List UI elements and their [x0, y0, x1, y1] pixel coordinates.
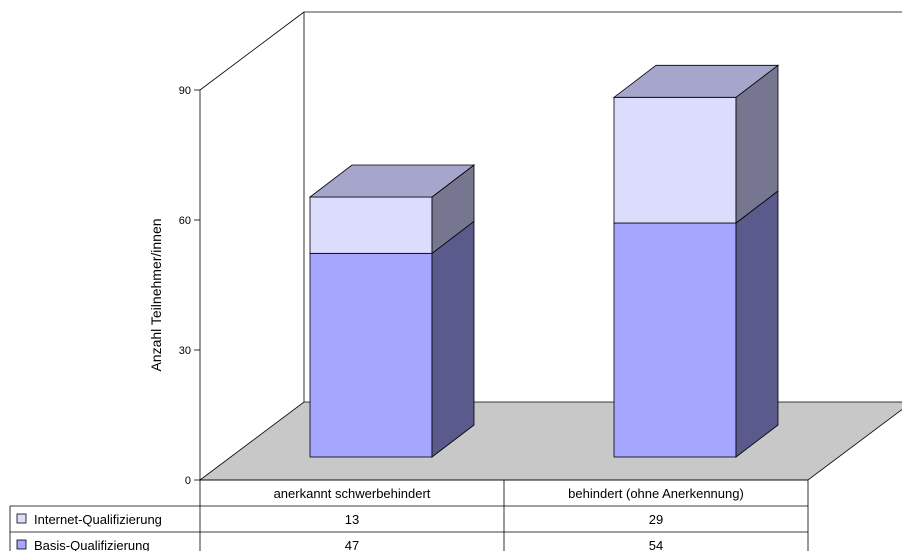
floor: [198, 401, 902, 481]
bar-front: [613, 222, 737, 458]
legend-key: [16, 513, 27, 524]
bar-side: [735, 190, 779, 458]
data-label: 47: [345, 538, 359, 551]
data-label: 29: [649, 512, 663, 527]
bar-front: [613, 96, 737, 224]
bar-front: [309, 252, 433, 458]
legend-key: [16, 539, 27, 550]
bar-front: [309, 196, 433, 254]
bar-segment: [308, 164, 476, 255]
bar-segment: [613, 190, 779, 458]
category-label: behindert (ohne Anerkennung): [568, 486, 744, 501]
bar-segment: [309, 220, 475, 458]
series-label: Internet-Qualifizierung: [34, 512, 162, 527]
y-axis: 0 30 60 90: [179, 85, 200, 487]
bar-side: [431, 220, 475, 458]
data-table: anerkannt schwerbehindert behindert (ohne…: [9, 479, 809, 551]
y-axis-title: Anzahl Teilnehmer/innen: [148, 218, 164, 371]
category-label: anerkannt schwerbehindert: [274, 486, 431, 501]
y-tick-label: 90: [179, 85, 191, 97]
chart-walls: [198, 11, 902, 481]
bar-segment: [612, 64, 780, 224]
data-label: 13: [345, 512, 359, 527]
bar-top: [612, 64, 780, 98]
y-tick-label: 60: [179, 215, 191, 227]
wall-edge-top: [199, 11, 305, 91]
bars: [308, 64, 780, 458]
y-tick-label: 30: [179, 345, 191, 357]
bar-top: [308, 164, 476, 198]
data-label: 54: [649, 538, 663, 551]
series-label: Basis-Qualifizierung: [34, 538, 150, 551]
y-tick-label: 0: [185, 475, 191, 487]
